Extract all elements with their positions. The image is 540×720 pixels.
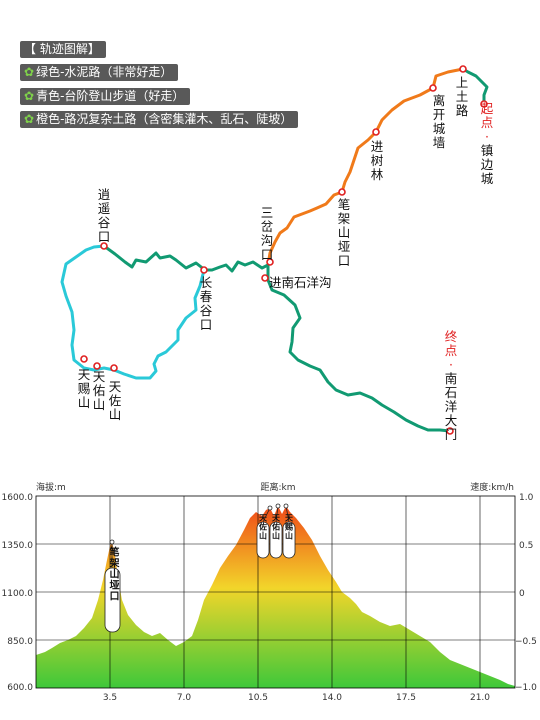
- waypoint-sancha[interactable]: [266, 258, 274, 266]
- label-xiaoyao: 逍遥谷口: [97, 187, 111, 244]
- label-shangtu: 上土路: [455, 75, 469, 118]
- y-tick: 1100.0: [2, 589, 34, 599]
- x-tick: 21.0: [470, 693, 490, 703]
- waypoint-jinshu[interactable]: [372, 128, 380, 136]
- peak-label-bijia: 笔架山垭口: [107, 545, 120, 601]
- waypoint-shangtu[interactable]: [459, 65, 467, 73]
- waypoint-tianzuo[interactable]: [110, 364, 118, 372]
- speed-tick: −0.5: [515, 637, 537, 647]
- label-likai: 离开城墙: [432, 93, 446, 150]
- speed-tick: −1.0: [515, 683, 537, 693]
- peak-label-tianci: 天赐山: [284, 514, 294, 541]
- label-jinnan: 进南石洋沟: [269, 275, 332, 290]
- label-bijia: 笔架山垭口: [337, 197, 351, 268]
- route-green-start: [462, 67, 489, 104]
- peak-label-tianzuo: 天佐山: [258, 514, 268, 541]
- peak-label-box-tianzuo: [256, 521, 270, 559]
- x-tick: 10.5: [248, 693, 268, 703]
- y-tick: 600.0: [7, 683, 33, 693]
- y-tick: 850.0: [7, 637, 33, 647]
- peak-marker-tianyou[interactable]: [275, 503, 281, 509]
- x-tick: 3.5: [103, 693, 117, 703]
- waypoint-start[interactable]: [480, 100, 488, 108]
- legend-item-cyan: ✿ 青色-台阶登山步道（好走）: [20, 88, 191, 105]
- label-end: 终点·南石洋大门: [444, 329, 458, 442]
- legend-label: 青色-台阶登山步道（好走）: [36, 89, 185, 103]
- legend-item-orange: ✿ 橙色-路况复杂土路（含密集灌木、乱石、陡坡）: [20, 111, 299, 128]
- peak-label-box-tianci: [282, 521, 296, 559]
- peak-label-tianyou: 天佑山: [271, 514, 281, 541]
- route-green-end: [266, 265, 451, 433]
- label-start: 起点·镇边城: [480, 101, 494, 186]
- label-tianzuo: 天佐山: [108, 379, 122, 422]
- legend-item-green: ✿ 绿色-水泥路（非常好走）: [20, 64, 179, 81]
- profile-right-title: 速度:km/h: [470, 481, 514, 493]
- peak-marker-bijia[interactable]: [109, 539, 115, 545]
- legend-title: 【 轨迹图解】: [20, 41, 106, 58]
- route-green-middle: [103, 244, 269, 273]
- route-orange: [266, 67, 464, 266]
- peak-marker-tianci[interactable]: [283, 503, 289, 509]
- legend-label: 绿色-水泥路（非常好走）: [36, 65, 173, 79]
- waypoint-tianci[interactable]: [80, 355, 88, 363]
- speed-tick: 1.0: [519, 493, 534, 503]
- peak-label-box-tianyou: [269, 521, 283, 559]
- label-changchun: 长春谷口: [199, 275, 213, 332]
- x-tick: 14.0: [322, 693, 342, 703]
- y-tick: 1350.0: [2, 541, 34, 551]
- profile-center-title: 距离:km: [260, 481, 295, 493]
- leaf-icon: ✿: [24, 65, 35, 79]
- leaf-icon: ✿: [24, 112, 35, 126]
- label-jinshu: 进树林: [370, 139, 384, 182]
- route-cyan-loop: [60, 244, 206, 380]
- x-tick: 7.0: [177, 693, 192, 703]
- label-tianyou: 天佑山: [92, 369, 106, 412]
- route-map: [60, 65, 489, 435]
- peak-label-box-bijia: [104, 567, 121, 633]
- elevation-area: [36, 506, 515, 688]
- waypoint-changchun[interactable]: [200, 266, 208, 274]
- label-tianci: 天赐山: [77, 367, 91, 410]
- waypoint-end[interactable]: [446, 427, 454, 435]
- waypoint-jinnan[interactable]: [261, 274, 269, 282]
- waypoint-xiaoyao[interactable]: [100, 242, 108, 250]
- x-tick: 17.5: [396, 693, 416, 703]
- speed-tick: 0.5: [519, 541, 533, 551]
- speed-tick: 0: [519, 589, 525, 599]
- waypoint-bijia[interactable]: [338, 188, 346, 196]
- leaf-icon: ✿: [24, 89, 35, 103]
- waypoint-likai[interactable]: [429, 84, 437, 92]
- legend-label: 橙色-路况复杂土路（含密集灌木、乱石、陡坡）: [36, 112, 293, 126]
- profile-left-title: 海拔:m: [36, 481, 66, 493]
- peak-marker-tianzuo[interactable]: [267, 505, 273, 511]
- waypoint-tianyou[interactable]: [93, 362, 101, 370]
- elevation-profile: 海拔:m 距离:km 速度:km/h 1600.0 1350.0 1100.0 …: [2, 481, 538, 703]
- label-sancha: 三岔沟口: [260, 205, 274, 262]
- y-tick: 1600.0: [2, 493, 34, 503]
